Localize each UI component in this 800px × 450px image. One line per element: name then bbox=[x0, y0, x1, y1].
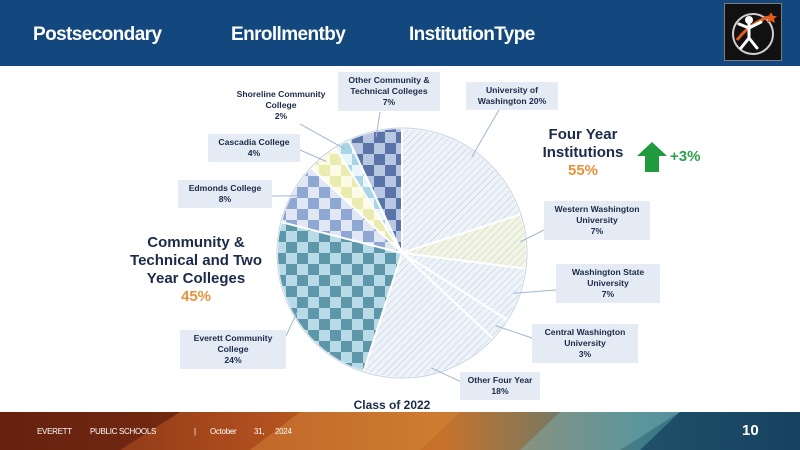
callout-shoreline: Shoreline Community College 2% bbox=[236, 89, 326, 121]
footer-bar: EVERETT PUBLIC SCHOOLS | October 31, 202… bbox=[0, 412, 800, 450]
group-label-ctc-line2: Technical and Two bbox=[130, 252, 262, 269]
group-label-ctc-line3: Year Colleges bbox=[146, 270, 246, 287]
group-label-ctc-line1: Community & bbox=[147, 234, 245, 251]
callout-edmonds: Edmonds College 8% bbox=[178, 180, 272, 208]
chart-title: Class of 2022 bbox=[353, 398, 431, 412]
group-pct-ctc: 45% bbox=[180, 288, 212, 305]
callout-wwu: Western Washington University 7% bbox=[544, 201, 650, 240]
up-arrow-icon bbox=[637, 142, 667, 172]
footer-date-year: 2024 bbox=[275, 427, 292, 436]
district-logo-icon bbox=[724, 3, 782, 61]
leader-line-central-washington-university bbox=[495, 325, 533, 339]
pie-rim bbox=[276, 127, 528, 379]
page-title-word-3: InstitutionType bbox=[409, 24, 535, 45]
footer-date-day: 31, bbox=[254, 427, 265, 436]
four-year-change-badge: +3% bbox=[670, 148, 701, 165]
callout-cascadia: Cascadia College 4% bbox=[208, 134, 300, 162]
leader-line-everett-community-college bbox=[285, 309, 299, 337]
leader-line-washington-state-university bbox=[513, 289, 557, 294]
leader-line-shoreline-community-college bbox=[299, 123, 346, 150]
header-bar: Postsecondary Enrollmentby InstitutionTy… bbox=[0, 0, 800, 66]
callout-other-ctc: Other Community & Technical Colleges 7% bbox=[338, 72, 440, 111]
callout-everett-cc: Everett Community College 24% bbox=[180, 330, 286, 369]
footer-org-1: EVERETT bbox=[37, 427, 72, 436]
group-label-four-year: Four Year Institutions 55% bbox=[520, 126, 646, 180]
leader-line-other-community-technical-colleges bbox=[375, 111, 381, 138]
page-title-word-1: Postsecondary bbox=[33, 24, 162, 45]
page-number: 10 bbox=[742, 422, 759, 439]
callout-other-four-year: Other Four Year 18% bbox=[460, 372, 540, 400]
footer-date-month: October bbox=[210, 427, 237, 436]
leader-line-university-of-washington bbox=[471, 107, 501, 158]
footer-background bbox=[0, 412, 800, 450]
pie-slices bbox=[276, 126, 528, 379]
footer-org-2: PUBLIC SCHOOLS bbox=[90, 427, 157, 436]
callout-cwu: Central Washington University 3% bbox=[532, 324, 638, 363]
callout-wsu: Washington State University 7% bbox=[556, 264, 660, 303]
page-title-word-2: Enrollmentby bbox=[231, 24, 346, 45]
callout-uw: University of Washington 20% bbox=[466, 82, 558, 110]
footer-separator: | bbox=[194, 427, 196, 436]
leader-line-western-washington-university bbox=[520, 229, 545, 243]
group-label-four-year-line1: Four Year bbox=[548, 126, 618, 143]
group-pct-four-year: 55% bbox=[567, 162, 599, 179]
group-label-ctc: Community & Technical and Two Year Colle… bbox=[118, 234, 274, 306]
leader-line-cascadia-college bbox=[299, 149, 327, 162]
group-label-four-year-line2: Institutions bbox=[542, 144, 624, 161]
